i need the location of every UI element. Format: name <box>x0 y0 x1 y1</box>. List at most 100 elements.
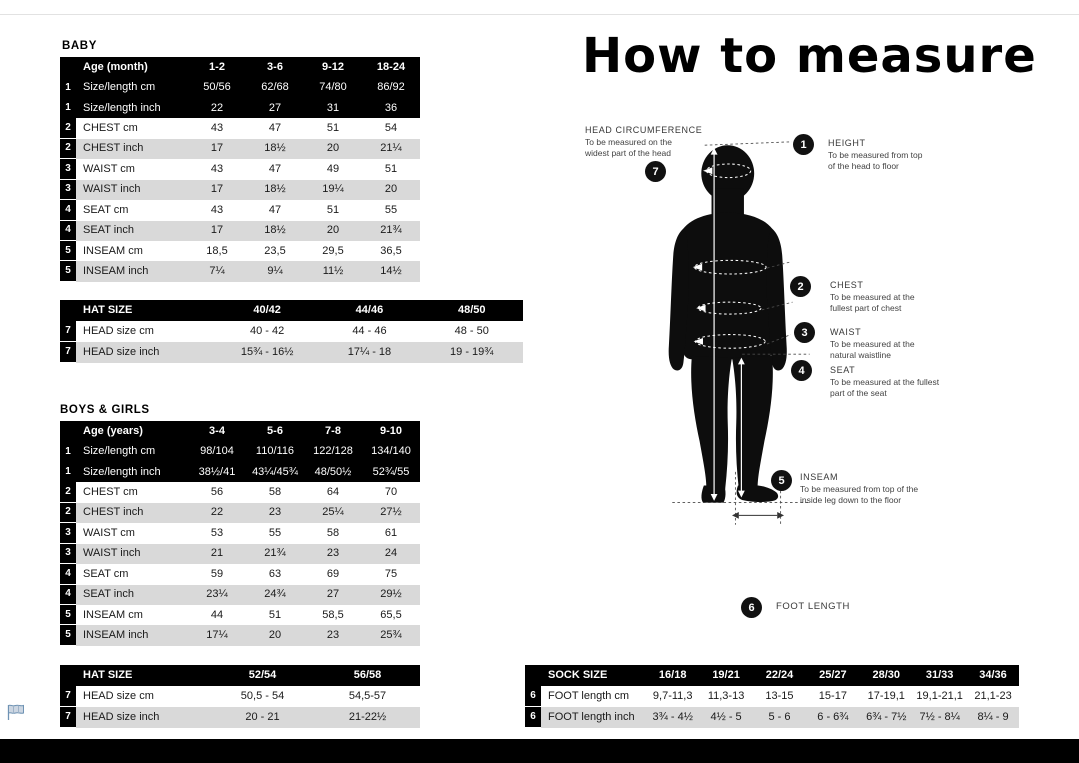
row-label: HEAD size cm <box>83 690 154 702</box>
table-row: 7 HEAD size cm 50,5 - 54 54,5-57 <box>60 686 420 707</box>
size-value: 40 - 42 <box>250 325 285 337</box>
column-header-label: Age (years) <box>83 424 143 437</box>
size-column-header: 9-12 <box>321 60 345 73</box>
table-row: 7 HEAD size inch 20 - 21 21-22½ <box>60 707 420 728</box>
row-number-cell: 2 <box>60 118 76 139</box>
size-value: 59 <box>210 567 224 580</box>
child-silhouette-diagram <box>668 141 810 525</box>
size-value: 36 <box>384 101 398 114</box>
size-value: 23 <box>268 506 282 519</box>
table-row: 5 INSEAM cm 44 51 58,5 65,5 <box>60 604 420 626</box>
size-value: 21¾ <box>380 224 402 237</box>
size-value: 23 <box>326 629 340 642</box>
size-value: 69 <box>326 567 340 580</box>
foot-length-arrow <box>732 511 785 519</box>
table-row: 4 SEAT inch 17 18½ 20 21¾ <box>60 220 420 241</box>
size-column-header: 22/24 <box>765 669 794 681</box>
annotation-title: FOOT LENGTH <box>776 601 850 612</box>
annotation-title: WAIST <box>830 327 862 337</box>
size-value: 54 <box>384 122 398 135</box>
size-column-header: 25/27 <box>819 669 847 681</box>
chest-ellipse <box>693 259 767 275</box>
row-number-cell: 5 <box>60 604 76 626</box>
size-value: 4½ - 5 <box>710 711 742 723</box>
size-value: 18½ <box>264 142 286 155</box>
row-label: CHEST inch <box>83 142 144 155</box>
size-value: 5 - 6 <box>768 711 791 723</box>
row-label: SEAT inch <box>83 588 134 601</box>
size-value: 49 <box>326 162 340 175</box>
row-number-cell: 1 <box>60 97 76 119</box>
size-value: 58 <box>326 526 340 539</box>
size-value: 61 <box>384 526 398 539</box>
table-header-row: Age (years) 3-4 5-6 7-8 9-10 <box>60 421 420 442</box>
table-row: 2 CHEST inch 22 23 25¼ 27½ <box>60 502 420 524</box>
table-row: 6 FOOT length cm 9,7-11,3 11,3-13 13-15 15-17… <box>525 686 1019 707</box>
row-number-cell: 4 <box>60 200 76 221</box>
size-value: 75 <box>384 567 398 580</box>
size-value: 17 <box>210 183 224 196</box>
size-value: 21 <box>210 547 224 560</box>
head-circumference-arrowhead <box>703 167 713 175</box>
row-label: INSEAM inch <box>83 629 149 642</box>
size-value: 22 <box>210 101 224 114</box>
flag-icon[interactable] <box>7 703 25 720</box>
badge-inseam: 5 <box>771 470 792 491</box>
row-number-cell: 4 <box>60 584 76 605</box>
size-column-header: 18-24 <box>376 60 406 73</box>
size-value: 55 <box>268 526 282 539</box>
row-label: Size/length inch <box>83 465 161 478</box>
table-header-row: HAT SIZE 40/42 44/46 48/50 <box>60 300 523 321</box>
annotation-desc: To be measured on the widest part of the… <box>585 137 672 158</box>
size-column-header: 7-8 <box>325 424 341 437</box>
badge-chest: 2 <box>790 276 811 297</box>
size-value: 47 <box>268 122 282 135</box>
row-label: HEAD size inch <box>83 711 160 723</box>
column-header-label: SOCK SIZE <box>548 669 608 681</box>
size-value: 21,1-23 <box>974 690 1012 702</box>
table-row: 6 FOOT length inch 3¾ - 4½ 4½ - 5 5 - 6 6 - 6… <box>525 707 1019 728</box>
table-row: 3 WAIST cm 43 47 49 51 <box>60 159 420 180</box>
size-value: 11,3-13 <box>707 690 745 702</box>
size-value: 58 <box>268 486 282 499</box>
size-value: 13-15 <box>765 690 794 702</box>
size-column-header: 34/36 <box>979 669 1007 681</box>
size-value: 27 <box>268 101 282 114</box>
baby-section-label: BABY <box>62 40 97 52</box>
size-value: 11½ <box>322 265 344 278</box>
annotation-title: SEAT <box>830 365 856 375</box>
size-value: 48 - 50 <box>454 325 489 337</box>
size-value: 18½ <box>264 224 286 237</box>
row-number-cell: 7 <box>60 321 76 342</box>
kids-hat-size-table: HAT SIZE 52/54 56/58 7 HEAD size cm 50,5 - 54… <box>60 665 420 728</box>
row-label: CHEST inch <box>83 506 144 519</box>
annotation-title: CHEST <box>830 280 864 290</box>
seat-arrowhead <box>693 337 703 345</box>
size-value: 24¾ <box>264 588 286 601</box>
size-column-header: 5-6 <box>267 424 283 437</box>
size-value: 47 <box>268 162 282 175</box>
size-value: 18,5 <box>206 244 228 257</box>
height-arrow <box>710 147 718 501</box>
size-value: 21¾ <box>264 547 286 560</box>
size-column-header: 1-2 <box>209 60 225 73</box>
size-value: 29½ <box>380 588 402 601</box>
size-value: 31 <box>326 101 340 114</box>
size-value: 17 <box>210 224 224 237</box>
row-label: SEAT inch <box>83 224 134 237</box>
annotation-foot-length: FOOT LENGTH <box>776 601 850 612</box>
row-label: WAIST cm <box>83 526 135 539</box>
row-number-cell: 2 <box>60 482 76 503</box>
row-number-cell: 3 <box>60 159 76 180</box>
size-value: 25¾ <box>380 629 402 642</box>
row-label: HEAD size cm <box>83 325 154 337</box>
kids-size-table: Age (years) 3-4 5-6 7-8 9-10 1 Size/length cm 9… <box>60 421 420 646</box>
page-title: How to measure <box>582 28 1037 84</box>
badge-height: 1 <box>793 134 814 155</box>
kids-section-label: BOYS & GIRLS <box>60 404 150 416</box>
row-number-cell: 2 <box>60 502 76 524</box>
row-label: FOOT length inch <box>548 711 635 723</box>
table-row: 2 CHEST cm 43 47 51 54 <box>60 118 420 139</box>
waist-ellipse <box>697 301 762 315</box>
